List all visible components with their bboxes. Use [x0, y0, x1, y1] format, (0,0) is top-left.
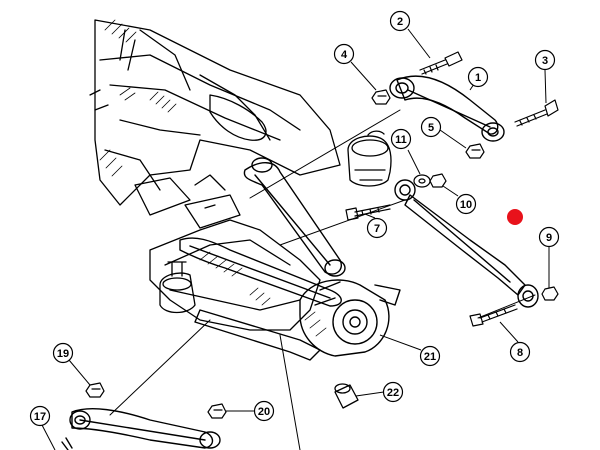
red-marker-dot[interactable]	[507, 209, 523, 225]
callout-22: 22	[355, 381, 404, 403]
callout-4: 4	[333, 43, 377, 91]
nut-item-5	[465, 143, 485, 159]
upper-link-arm	[243, 157, 346, 277]
callout-label-11: 11	[395, 134, 407, 146]
nut-item-20	[207, 403, 227, 419]
bolt-item-8	[469, 304, 518, 327]
knuckle-item-21	[299, 279, 401, 357]
callout-1: 1	[467, 66, 489, 91]
knuckle-hub-assembly	[134, 174, 321, 331]
callout-20: 20	[226, 400, 275, 422]
bushing-item-22	[334, 383, 359, 409]
callout-11: 11	[390, 128, 421, 175]
bolt-item-2	[419, 51, 463, 75]
callout-label-8: 8	[517, 347, 523, 359]
callout-label-22: 22	[387, 387, 399, 399]
callout-label-4: 4	[341, 49, 348, 61]
callout-label-1: 1	[475, 72, 481, 84]
lower-control-arm-item-17	[61, 408, 221, 450]
bolt-item-3	[514, 99, 559, 127]
callout-10: 10	[442, 185, 477, 215]
washer-item-11	[413, 174, 431, 188]
lower-link-arm	[179, 237, 342, 361]
callout-label-5: 5	[428, 122, 434, 134]
callout-label-3: 3	[542, 55, 548, 67]
callout-label-2: 2	[397, 16, 403, 28]
callout-21: 21	[379, 334, 441, 367]
nut-item-19	[85, 382, 105, 398]
nut-item-10	[429, 173, 447, 188]
callout-3: 3	[534, 49, 556, 104]
subframe-mount-bushing	[347, 130, 392, 187]
callout-label-20: 20	[258, 406, 270, 418]
callout-19: 19	[52, 342, 91, 386]
crossmember	[89, 19, 341, 206]
callout-label-7: 7	[374, 223, 380, 235]
callout-label-17: 17	[34, 411, 46, 423]
callout-7: 7	[364, 213, 388, 239]
callout-9: 9	[538, 226, 560, 288]
upper-control-arm	[389, 75, 505, 142]
callout-label-10: 10	[460, 199, 472, 211]
callout-8: 8	[499, 321, 531, 363]
nut-item-9	[541, 286, 559, 301]
nut-item-4	[371, 89, 391, 105]
callout-label-19: 19	[57, 348, 69, 360]
callout-2: 2	[389, 10, 431, 59]
callout-label-9: 9	[546, 232, 552, 244]
callout-5: 5	[420, 116, 467, 149]
callout-label-21: 21	[424, 351, 436, 363]
callout-17: 17	[29, 405, 56, 450]
explode-guide-lines	[109, 109, 536, 450]
